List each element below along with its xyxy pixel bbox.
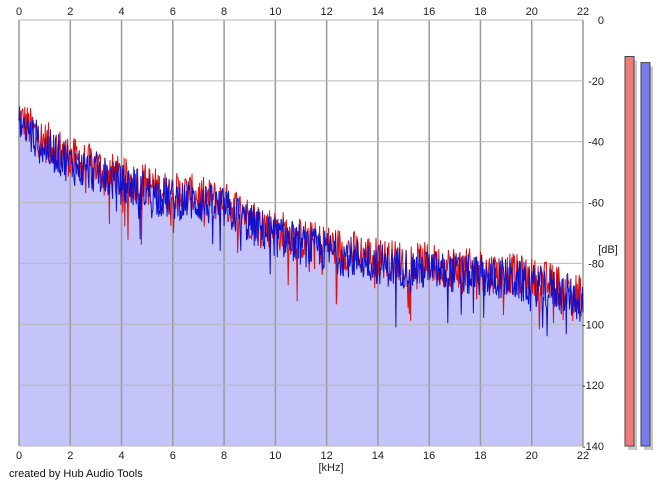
x-tick-label-top-1: 2: [67, 6, 73, 18]
spectrum-fill: [19, 106, 583, 447]
x-axis-label: [kHz]: [318, 462, 343, 474]
x-tick-label-bottom-3: 6: [170, 450, 176, 462]
x-tick-label-top-7: 14: [372, 6, 384, 18]
y-axis-label: [dB]: [598, 244, 618, 256]
x-tick-label-bottom-5: 10: [269, 450, 281, 462]
x-tick-label-bottom-9: 18: [474, 450, 486, 462]
y-tick-label-6: -120: [582, 380, 604, 392]
x-tick-label-bottom-11: 22: [577, 450, 589, 462]
x-tick-label-top-2: 4: [118, 6, 124, 18]
x-tick-label-bottom-6: 12: [321, 450, 333, 462]
x-tick-label-top-11: 22: [577, 6, 589, 18]
y-tick-label-2: -40: [588, 137, 604, 149]
x-tick-label-bottom-7: 14: [372, 450, 384, 462]
x-tick-label-bottom-4: 8: [221, 450, 227, 462]
x-tick-label-top-8: 16: [423, 6, 435, 18]
y-tick-label-3: -60: [588, 198, 604, 210]
y-tick-label-1: -20: [588, 76, 604, 88]
credit-text: created by Hub Audio Tools: [9, 468, 143, 480]
x-tick-label-bottom-10: 20: [526, 450, 538, 462]
series-line-1: [18, 106, 584, 337]
x-tick-label-top-6: 12: [321, 6, 333, 18]
level-meter-1: [640, 62, 651, 447]
x-tick-label-top-4: 8: [221, 6, 227, 18]
y-tick-label-7: -140: [582, 441, 604, 453]
x-tick-label-bottom-1: 2: [67, 450, 73, 462]
x-tick-label-top-0: 0: [16, 6, 22, 18]
x-tick-label-bottom-2: 4: [118, 450, 124, 462]
x-tick-label-top-5: 10: [269, 6, 281, 18]
y-tick-label-4: -80: [588, 258, 604, 270]
x-tick-label-top-3: 6: [170, 6, 176, 18]
x-tick-label-top-9: 18: [474, 6, 486, 18]
x-tick-label-bottom-8: 16: [423, 450, 435, 462]
x-tick-label-top-10: 20: [526, 6, 538, 18]
y-tick-label-0: 0: [598, 15, 604, 27]
y-tick-label-5: -100: [582, 319, 604, 331]
x-tick-label-bottom-0: 0: [16, 450, 22, 462]
level-meter-0: [624, 56, 635, 447]
